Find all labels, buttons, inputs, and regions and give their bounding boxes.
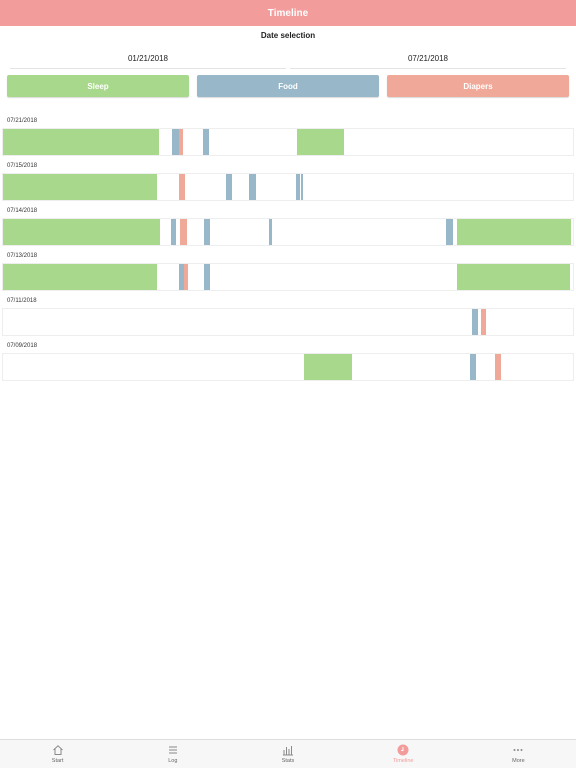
tab-start-label: Start — [51, 758, 64, 764]
sleep-event-bar[interactable] — [297, 129, 345, 155]
sleep-filter-label: Sleep — [87, 81, 109, 91]
day-timeline-track[interactable] — [2, 308, 574, 336]
day-date-label: 07/09/2018 — [7, 343, 38, 349]
food-event-bar[interactable] — [446, 219, 453, 245]
sleep-event-bar[interactable] — [3, 174, 158, 200]
diapers-filter-button[interactable]: Diapers — [387, 75, 569, 97]
diaper-event-bar[interactable] — [481, 309, 487, 335]
diaper-event-bar[interactable] — [178, 129, 183, 155]
end-date-value: 07/21/2018 — [407, 54, 449, 63]
food-event-bar[interactable] — [179, 264, 185, 290]
food-event-bar[interactable] — [249, 174, 256, 200]
diaper-event-bar[interactable] — [494, 354, 501, 380]
list-icon — [168, 746, 177, 754]
sleep-event-bar[interactable] — [3, 129, 160, 155]
sleep-filter-button[interactable]: Sleep — [7, 75, 189, 97]
diapers-filter-label: Diapers — [463, 81, 493, 91]
food-event-bar[interactable] — [170, 219, 177, 245]
chart-icon — [283, 746, 293, 756]
diaper-event-bar[interactable] — [179, 174, 185, 200]
day-timeline-track[interactable] — [2, 218, 574, 246]
food-event-bar[interactable] — [472, 309, 479, 335]
day-timeline-track[interactable] — [2, 173, 574, 201]
day-date-label: 07/15/2018 — [7, 163, 38, 169]
day-timeline-track[interactable] — [2, 353, 574, 381]
clock-icon — [397, 744, 409, 756]
sleep-event-bar[interactable] — [3, 264, 158, 290]
tab-stats-label: Stats — [281, 758, 295, 764]
day-date-label: 07/11/2018 — [7, 298, 37, 304]
tab-log-label: Log — [168, 758, 178, 764]
tab-more-label: More — [512, 758, 525, 764]
start-date-value: 01/21/2018 — [127, 54, 169, 63]
food-event-bar[interactable] — [204, 264, 211, 290]
day-date-label: 07/13/2018 — [7, 253, 38, 259]
tab-timeline-label: Timeline — [392, 758, 414, 764]
sleep-event-bar[interactable] — [303, 354, 352, 380]
sleep-event-bar[interactable] — [3, 219, 161, 245]
food-event-bar[interactable] — [172, 129, 179, 155]
header-bar: Timeline — [0, 0, 576, 26]
food-event-bar[interactable] — [225, 174, 233, 200]
food-event-bar[interactable] — [204, 219, 211, 245]
diaper-event-bar[interactable] — [184, 264, 189, 290]
tab-more[interactable]: More — [461, 740, 576, 768]
tab-log[interactable]: Log — [115, 740, 230, 768]
tab-start[interactable]: Start — [0, 740, 115, 768]
sleep-event-bar[interactable] — [457, 219, 572, 245]
more-icon — [513, 749, 523, 751]
diaper-event-bar[interactable] — [180, 219, 187, 245]
sleep-event-bar[interactable] — [457, 264, 570, 290]
day-date-label: 07/21/2018 — [7, 118, 38, 124]
food-event-bar[interactable] — [203, 129, 210, 155]
start-date-field[interactable]: 01/21/2018 — [10, 49, 286, 69]
day-timeline-track[interactable] — [2, 263, 574, 291]
end-date-field[interactable]: 07/21/2018 — [290, 49, 566, 69]
food-filter-button[interactable]: Food — [197, 75, 379, 97]
food-event-bar[interactable] — [470, 354, 477, 380]
tab-timeline[interactable]: Timeline — [346, 740, 461, 768]
date-selection-title: Date selection — [260, 31, 316, 40]
food-filter-label: Food — [278, 81, 298, 91]
home-icon — [52, 745, 63, 755]
page-title: Timeline — [267, 7, 309, 19]
tab-bar: Start Log Stats Timeline More — [0, 739, 576, 768]
food-event-bar[interactable] — [268, 219, 273, 245]
tab-stats[interactable]: Stats — [230, 740, 345, 768]
food-event-bar[interactable] — [295, 174, 300, 200]
day-timeline-track[interactable] — [2, 128, 574, 156]
food-event-bar[interactable] — [301, 174, 304, 200]
day-date-label: 07/14/2018 — [7, 208, 38, 214]
